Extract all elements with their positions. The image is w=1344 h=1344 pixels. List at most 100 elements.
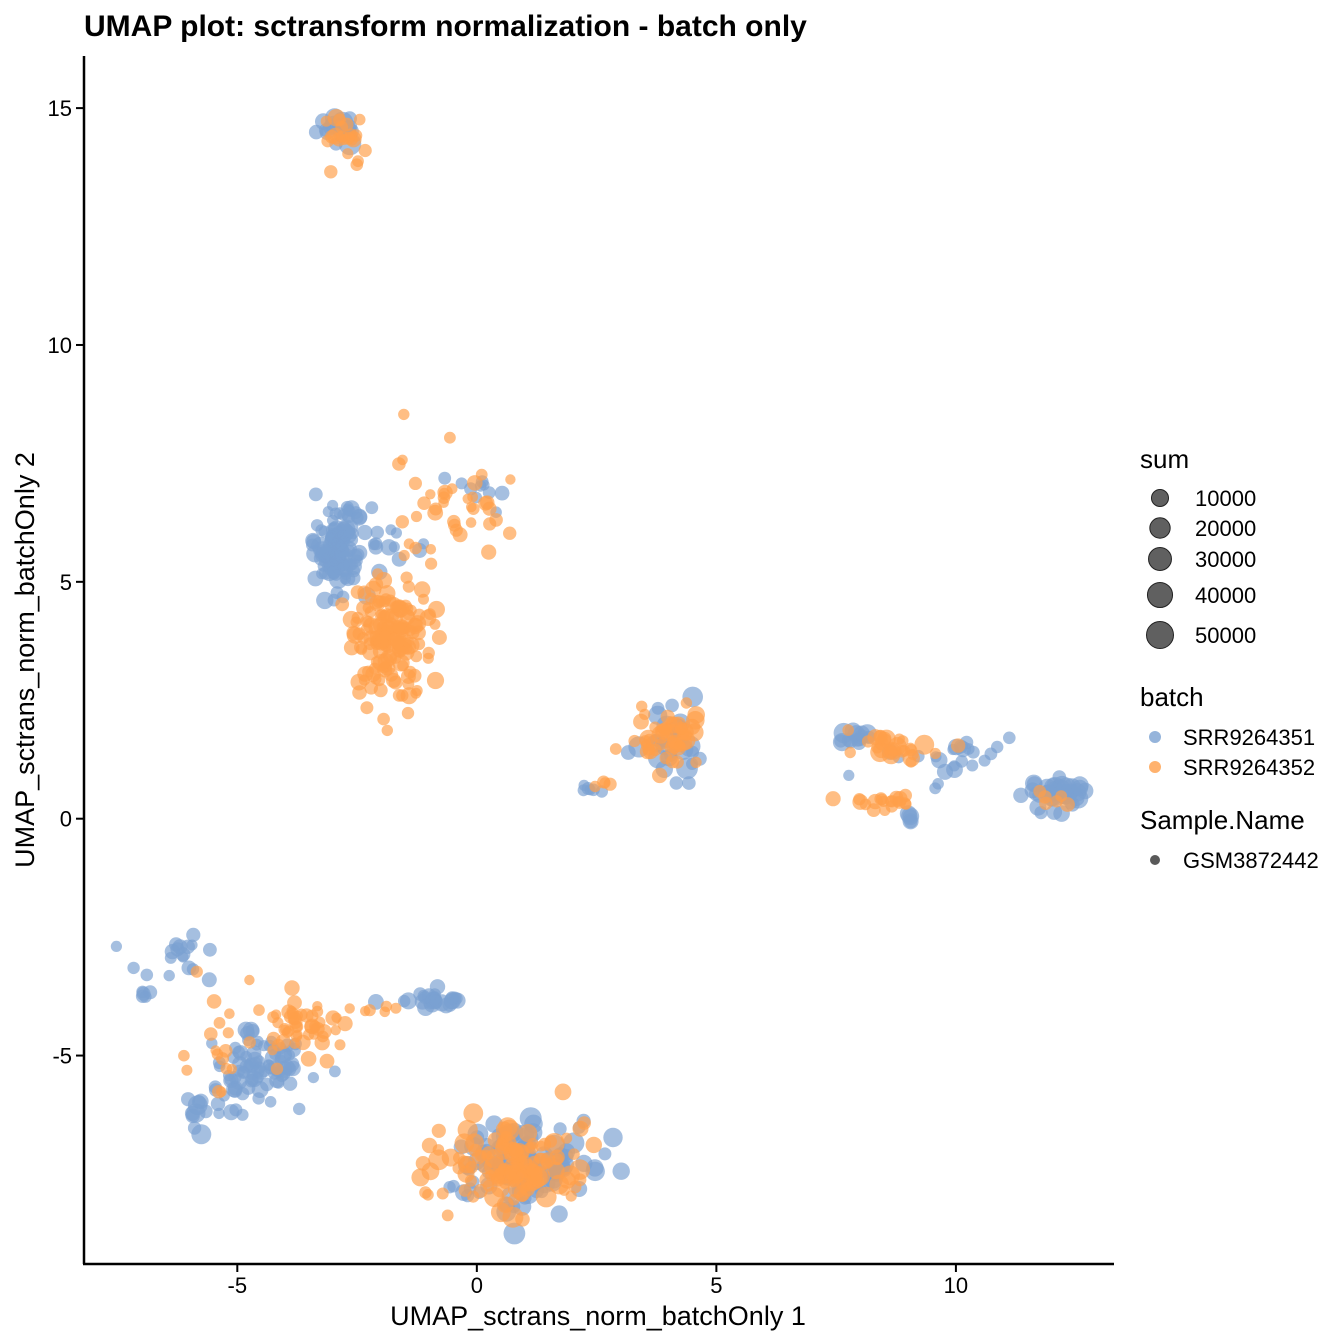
scatter-point-SRR9264352 xyxy=(628,734,641,748)
scatter-point-SRR9264352 xyxy=(893,733,905,745)
scatter-point-SRR9264351 xyxy=(181,1092,196,1107)
scatter-point-SRR9264352 xyxy=(687,706,705,724)
scatter-point-SRR9264351 xyxy=(429,979,446,995)
x-tick-label: 10 xyxy=(944,1273,968,1298)
scatter-point-SRR9264352 xyxy=(473,1183,488,1198)
scatter-point-SRR9264352 xyxy=(390,634,405,649)
scatter-point-SRR9264352 xyxy=(311,1005,324,1018)
scatter-point-SRR9264352 xyxy=(428,1149,450,1171)
scatter-point-SRR9264352 xyxy=(871,741,884,754)
scatter-point-SRR9264352 xyxy=(441,1209,454,1222)
scatter-point-SRR9264351 xyxy=(252,1092,265,1105)
scatter-point-SRR9264352 xyxy=(402,580,415,593)
scatter-point-SRR9264352 xyxy=(224,1008,235,1019)
scatter-point-SRR9264351 xyxy=(307,570,324,587)
scatter-point-SRR9264352 xyxy=(364,681,379,695)
scatter-point-SRR9264352 xyxy=(425,489,436,500)
scatter-point-SRR9264352 xyxy=(893,796,906,809)
scatter-point-SRR9264352 xyxy=(489,513,503,527)
scatter-point-SRR9264351 xyxy=(201,972,217,988)
scatter-point-SRR9264352 xyxy=(408,476,422,490)
legend-batch-key xyxy=(1149,731,1161,743)
x-tick-label: -5 xyxy=(228,1273,248,1298)
scatter-point-SRR9264352 xyxy=(342,148,354,160)
scatter-point-SRR9264351 xyxy=(385,524,397,536)
scatter-point-SRR9264351 xyxy=(1003,731,1016,745)
scatter-point-SRR9264351 xyxy=(127,961,140,975)
scatter-point-SRR9264352 xyxy=(178,1049,190,1062)
scatter-point-SRR9264351 xyxy=(282,1062,297,1076)
scatter-point-SRR9264352 xyxy=(222,1027,234,1039)
y-tick-label: 5 xyxy=(60,570,72,595)
scatter-point-SRR9264352 xyxy=(654,723,671,740)
scatter-point-SRR9264352 xyxy=(446,483,458,495)
scatter-point-SRR9264351 xyxy=(175,947,191,962)
scatter-point-SRR9264351 xyxy=(308,487,323,502)
scatter-point-SRR9264352 xyxy=(415,1156,431,1171)
scatter-point-SRR9264352 xyxy=(1033,784,1047,798)
scatter-point-SRR9264351 xyxy=(236,1087,250,1101)
scatter-point-SRR9264352 xyxy=(508,1143,524,1159)
scatter-point-SRR9264352 xyxy=(905,756,917,768)
scatter-point-SRR9264351 xyxy=(399,992,417,1010)
scatter-point-SRR9264352 xyxy=(226,1063,237,1075)
scatter-point-SRR9264352 xyxy=(530,1166,551,1187)
legend-size-symbol xyxy=(1146,621,1174,649)
scatter-point-SRR9264352 xyxy=(321,134,335,148)
scatter-point-SRR9264351 xyxy=(140,968,154,982)
scatter-point-SRR9264351 xyxy=(494,485,510,501)
scatter-point-SRR9264352 xyxy=(299,1008,314,1023)
scatter-point-SRR9264352 xyxy=(267,1045,278,1056)
scatter-point-SRR9264352 xyxy=(216,1086,227,1098)
scatter-point-SRR9264352 xyxy=(403,665,417,679)
y-tick-label: 15 xyxy=(48,96,72,121)
scatter-point-SRR9264352 xyxy=(538,1137,552,1151)
legend-size-symbol xyxy=(1148,547,1172,571)
scatter-point-SRR9264352 xyxy=(877,795,890,808)
scatter-point-SRR9264351 xyxy=(445,991,459,1005)
scatter-point-SRR9264351 xyxy=(365,501,379,515)
scatter-point-SRR9264352 xyxy=(400,571,413,584)
scatter-point-SRR9264351 xyxy=(199,1104,213,1119)
scatter-point-SRR9264352 xyxy=(356,600,372,616)
scatter-point-SRR9264351 xyxy=(438,471,452,485)
scatter-point-SRR9264352 xyxy=(452,1161,466,1175)
scatter-point-SRR9264351 xyxy=(598,1147,612,1161)
scatter-point-SRR9264352 xyxy=(270,1062,284,1076)
scatter-point-SRR9264351 xyxy=(929,782,942,795)
scatter-point-SRR9264352 xyxy=(431,630,447,645)
scatter-point-SRR9264352 xyxy=(547,1161,565,1180)
scatter-point-SRR9264352 xyxy=(568,1148,580,1160)
axis-ticks: -5 0 5 10 -5 0 5 10 15 xyxy=(48,96,969,1298)
scatter-point-SRR9264352 xyxy=(210,1045,221,1056)
scatter-point-SRR9264352 xyxy=(350,616,362,628)
scatter-point-SRR9264352 xyxy=(467,491,478,503)
legend-size-label: 10000 xyxy=(1195,486,1256,511)
scatter-point-SRR9264352 xyxy=(392,621,405,634)
scatter-point-SRR9264351 xyxy=(665,698,679,713)
scatter-point-SRR9264352 xyxy=(852,794,869,810)
scatter-point-SRR9264351 xyxy=(264,1096,277,1108)
scatter-point-SRR9264352 xyxy=(484,1156,506,1178)
scatter-point-SRR9264352 xyxy=(410,510,423,523)
scatter-point-SRR9264352 xyxy=(515,1212,530,1227)
scatter-point-SRR9264352 xyxy=(300,1051,317,1067)
scatter-point-SRR9264352 xyxy=(395,515,409,529)
scatter-point-SRR9264351 xyxy=(232,1045,246,1059)
scatter-point-SRR9264351 xyxy=(553,1122,567,1136)
scatter-point-SRR9264352 xyxy=(243,1036,256,1049)
scatter-point-SRR9264352 xyxy=(362,615,375,628)
scatter-point-SRR9264351 xyxy=(213,1107,225,1120)
scatter-point-SRR9264351 xyxy=(163,969,175,982)
scatter-point-SRR9264352 xyxy=(639,729,658,748)
scatter-point-SRR9264352 xyxy=(873,730,888,745)
scatter-point-SRR9264351 xyxy=(237,1021,255,1039)
scatter-point-SRR9264351 xyxy=(110,940,122,953)
scatter-point-SRR9264351 xyxy=(322,506,334,518)
scatter-point-SRR9264352 xyxy=(181,1064,193,1076)
legend-sample-label: GSM3872442 xyxy=(1183,848,1319,873)
scatter-point-SRR9264352 xyxy=(467,475,483,491)
scatter-point-SRR9264351 xyxy=(447,1179,460,1193)
scatter-point-SRR9264352 xyxy=(363,1004,376,1017)
scatter-point-SRR9264352 xyxy=(660,709,675,724)
